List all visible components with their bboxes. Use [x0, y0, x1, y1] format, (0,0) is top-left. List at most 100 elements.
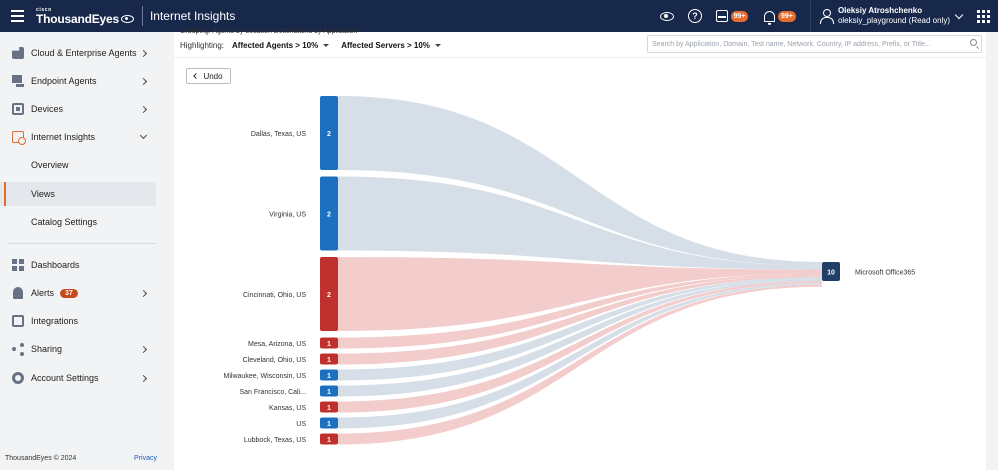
source-location-label[interactable]: Milwaukee, Wisconsin, US [224, 373, 307, 380]
sankey-link[interactable] [338, 273, 822, 349]
sidebar-item-cloud-enterprise-agents[interactable]: Cloud & Enterprise Agents [0, 41, 156, 65]
help-button[interactable]: ? [684, 0, 706, 32]
sankey-source-node[interactable] [320, 353, 338, 365]
sankey-link[interactable] [338, 284, 822, 445]
source-node-value: 1 [327, 437, 331, 444]
sankey-source-node[interactable] [320, 433, 338, 445]
sankey-source-node[interactable] [320, 337, 338, 349]
sankey-link[interactable] [338, 277, 822, 381]
sidebar-item-devices[interactable]: Devices [0, 97, 156, 121]
sankey-link[interactable] [338, 176, 822, 270]
sidebar-item-label: Alerts [31, 288, 55, 298]
source-location-label[interactable]: San Francisco, Cali... [239, 389, 306, 396]
source-location-label[interactable]: US [296, 421, 306, 428]
user-menu[interactable]: Oleksiy Atroshchenko oleksiy_playground … [809, 0, 972, 32]
sankey-source-node[interactable] [320, 417, 338, 429]
notifications-button[interactable]: 99+ [760, 0, 800, 32]
sidebar-item-label: Devices [31, 104, 64, 114]
sankey-source-node[interactable] [320, 385, 338, 397]
source-location-label[interactable]: Cincinnati, Ohio, US [243, 292, 306, 299]
source-location-label[interactable]: Lubbock, Texas, US [244, 437, 306, 444]
sankey-link[interactable] [338, 275, 822, 365]
page-scroll-gutter[interactable] [986, 32, 998, 470]
sankey-chart: 2 Dallas, Texas, US 2 Virginia, US 2 Cincinna… [224, 96, 915, 445]
sidebar-item-label: Views [31, 189, 55, 199]
undo-label: Undo [203, 71, 223, 81]
privacy-link[interactable]: Privacy [134, 455, 157, 462]
sidebar-item-label: Dashboards [31, 260, 80, 270]
eye-icon [659, 11, 674, 21]
sankey-nodes: 2 Dallas, Texas, US 2 Virginia, US 2 Cincinna… [224, 96, 915, 445]
chevron-down-icon [954, 10, 964, 19]
source-node-value: 2 [327, 292, 331, 299]
help-icon: ? [687, 9, 702, 23]
chevron-right-icon [139, 289, 148, 297]
sidebar-item-internet-insights[interactable]: Internet Insights [0, 125, 156, 149]
sankey-target-node[interactable] [822, 262, 840, 281]
caret-down-icon[interactable] [323, 44, 330, 47]
app-launcher-icon[interactable] [972, 0, 994, 32]
sankey-source-node[interactable] [320, 369, 338, 381]
sankey-link[interactable] [338, 257, 822, 331]
sidebar-item-label: Integrations [31, 316, 79, 326]
sidebar-footer: ThousandEyes © 2024 Privacy [5, 455, 157, 462]
search-placeholder: Search by Application, Domain, Test name… [652, 40, 931, 48]
source-node-value: 1 [327, 357, 331, 364]
source-location-label[interactable]: Mesa, Arizona, US [248, 341, 306, 348]
sidebar-item-alerts[interactable]: Alerts 37 [0, 281, 156, 305]
notifications-badge: 99+ [778, 10, 796, 22]
topbar-actions: ? 99+ 99+ Oleksiy Atroshchenko oleksiy_p… [656, 0, 998, 32]
sankey-source-node[interactable] [320, 96, 338, 170]
highlighting-label: Highlighting: [180, 41, 225, 50]
chevron-down-icon [139, 131, 148, 140]
source-location-label[interactable]: Virginia, US [269, 212, 306, 219]
source-location-label[interactable]: Dallas, Texas, US [251, 131, 306, 138]
sankey-link[interactable] [338, 96, 822, 266]
undo-button[interactable]: Undo [186, 68, 231, 84]
sidebar-item-integrations[interactable]: Integrations [0, 309, 156, 333]
device-icon [12, 103, 24, 115]
sidebar-item-sharing[interactable]: Sharing [0, 337, 156, 361]
source-location-label[interactable]: Cleveland, Ohio, US [243, 357, 307, 364]
share-icon [12, 343, 24, 355]
sankey-link[interactable] [338, 282, 822, 429]
affected-servers-dropdown[interactable]: Affected Servers > 10% [341, 41, 430, 50]
affected-agents-dropdown[interactable]: Affected Agents > 10% [232, 41, 319, 50]
menu-icon[interactable] [2, 0, 32, 32]
sidebar-item-endpoint-agents[interactable]: Endpoint Agents [0, 69, 156, 93]
caret-down-icon[interactable] [434, 44, 441, 47]
thousandeyes-logo[interactable]: cisco ThousandEyes [36, 7, 134, 25]
user-info: Oleksiy Atroshchenko oleksiy_playground … [838, 6, 950, 26]
search-input[interactable]: Search by Application, Domain, Test name… [647, 35, 982, 53]
sidebar-item-label: Endpoint Agents [31, 76, 97, 86]
sankey-link[interactable] [338, 281, 822, 413]
sankey-link[interactable] [338, 279, 822, 397]
logo-brand-text: ThousandEyes [36, 13, 134, 25]
app-title: Internet Insights [149, 9, 236, 23]
sidebar-item-label: Catalog Settings [31, 217, 98, 227]
sidebar-item-overview[interactable]: Overview [0, 153, 156, 177]
chevron-right-icon [139, 77, 148, 85]
sidebar-item-label: Sharing [31, 344, 63, 354]
source-location-label[interactable]: Kansas, US [269, 405, 306, 412]
sidebar-item-account-settings[interactable]: Account Settings [0, 366, 156, 390]
sankey-source-node[interactable] [320, 401, 338, 413]
sidebar-item-catalog-settings[interactable]: Catalog Settings [0, 210, 156, 234]
sankey-source-node[interactable] [320, 257, 338, 331]
alerts-count-badge: 37 [60, 288, 78, 298]
sankey-source-node[interactable] [320, 176, 338, 251]
sidebar: Cloud & Enterprise Agents Endpoint Agent… [0, 32, 174, 470]
source-node-value: 1 [327, 373, 331, 380]
target-application-label[interactable]: Microsoft Office365 [855, 270, 915, 277]
top-navigation-bar: cisco ThousandEyes Internet Insights ? 9… [0, 0, 998, 32]
sankey-links [338, 96, 822, 445]
view-eye-icon[interactable] [656, 0, 678, 32]
inbox-button[interactable]: 99+ [712, 0, 752, 32]
search-icon[interactable] [970, 39, 977, 46]
target-node-value: 10 [827, 270, 835, 277]
user-icon [819, 9, 834, 24]
sidebar-item-views[interactable]: Views [0, 182, 156, 206]
sidebar-item-dashboards[interactable]: Dashboards [0, 253, 156, 277]
chevron-right-icon [139, 345, 148, 353]
chevron-right-icon [139, 49, 148, 57]
